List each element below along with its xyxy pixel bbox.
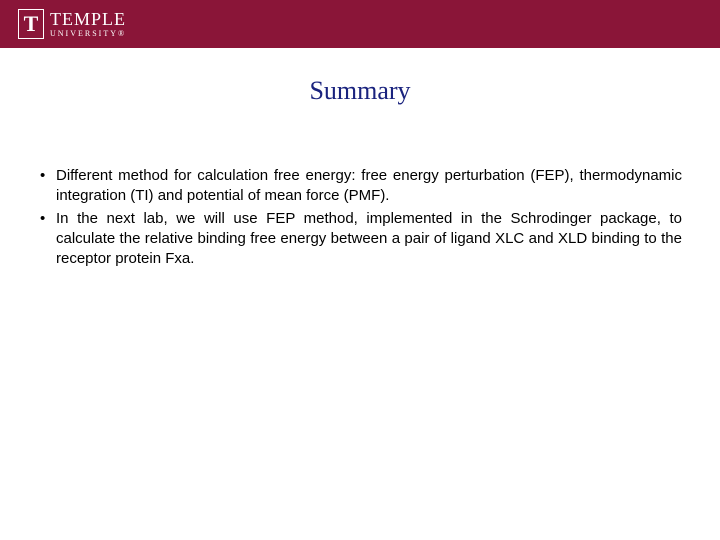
temple-logo: T TEMPLE UNIVERSITY® [18, 9, 126, 39]
content-area: Different method for calculation free en… [0, 166, 720, 269]
bullet-list: Different method for calculation free en… [38, 166, 682, 269]
header-bar: T TEMPLE UNIVERSITY® [0, 0, 720, 48]
title-area: Summary [0, 76, 720, 106]
logo-brand-top: TEMPLE [50, 10, 126, 28]
logo-text-block: TEMPLE UNIVERSITY® [50, 10, 126, 38]
logo-letter: T [24, 13, 39, 35]
slide-title: Summary [0, 76, 720, 106]
logo-brand-bottom: UNIVERSITY® [50, 30, 126, 38]
logo-t-icon: T [18, 9, 44, 39]
list-item: In the next lab, we will use FEP method,… [38, 209, 682, 270]
list-item: Different method for calculation free en… [38, 166, 682, 207]
